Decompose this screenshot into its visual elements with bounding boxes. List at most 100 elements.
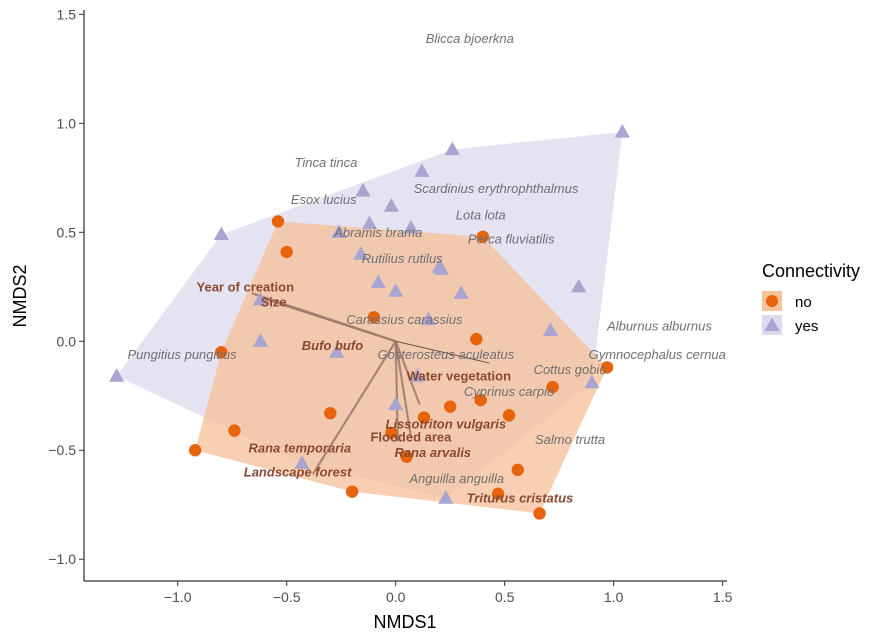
point-yes [361, 215, 378, 230]
vector-label: Lissotriton vulgaris [386, 417, 507, 432]
species-label: Cyprinus carpio [464, 384, 554, 399]
point-yes [109, 368, 125, 382]
species-label: Scardinius erythrophthalmus [414, 181, 579, 196]
species-label: Alburnus alburnus [606, 319, 712, 334]
y-tick-label: 0.5 [57, 224, 77, 240]
point-no [324, 406, 337, 420]
species-label: Anguilla anguilla [408, 471, 504, 486]
point-yes [252, 291, 269, 306]
point-no [470, 332, 483, 346]
point-yes [542, 322, 559, 336]
point-layer [109, 124, 630, 520]
species-label: Cottus gobio [534, 362, 607, 377]
species-label: Tinca tinca [295, 155, 358, 170]
point-yes [329, 344, 345, 358]
x-tick-label: 0.5 [495, 589, 515, 605]
y-tick-label: 1.0 [57, 115, 77, 131]
y-ticks: −1.0 −0.5 0.0 0.5 1.0 1.5 [48, 6, 84, 567]
vector-arrow [394, 341, 413, 438]
vector-arrow [394, 341, 399, 442]
point-no [511, 463, 524, 477]
vector-label: Landscape forest [244, 465, 352, 480]
point-no [443, 400, 457, 413]
vector-label: Size [261, 295, 287, 310]
point-yes [438, 490, 454, 504]
point-no [600, 361, 614, 374]
point-yes [444, 141, 460, 156]
axes-layer [83, 10, 727, 582]
y-tick-label: 0.0 [57, 333, 77, 349]
x-tick-label: −1.0 [164, 589, 192, 605]
y-tick-label: −0.5 [48, 442, 76, 458]
legend: Connectivity no yes [762, 261, 860, 335]
point-no [228, 424, 241, 437]
species-label: Abramis brama [333, 225, 422, 240]
vector-arrow [311, 340, 397, 475]
species-label: Lota lota [456, 207, 506, 222]
legend-label-no: no [795, 294, 812, 311]
point-yes [388, 283, 404, 297]
vector-layer [251, 292, 490, 475]
point-yes [388, 396, 404, 411]
species-label: Esox lucius [291, 192, 357, 207]
vector-arrow [395, 340, 490, 364]
point-no [546, 380, 559, 394]
point-no [215, 345, 228, 359]
hull-no [195, 221, 608, 514]
point-no [502, 409, 516, 422]
point-yes [353, 246, 369, 260]
point-yes [370, 274, 386, 289]
point-yes [403, 219, 419, 234]
point-yes [414, 163, 430, 177]
point-yes [571, 278, 587, 293]
point-yes [584, 374, 600, 389]
species-label: Carassius carassius [346, 312, 463, 327]
point-yes [383, 198, 399, 212]
vector-label: Rana temporaria [248, 441, 351, 456]
vector-arrow [260, 296, 397, 343]
point-no [476, 230, 490, 243]
point-yes [294, 455, 310, 469]
species-label: Rutilius rutilus [362, 251, 443, 266]
x-axis-title: NMDS1 [373, 612, 436, 632]
point-no [271, 215, 285, 228]
legend-title: Connectivity [762, 261, 860, 281]
point-yes [409, 368, 426, 382]
x-ticks: −1.0 −0.5 0.0 0.5 1.0 1.5 [164, 581, 733, 605]
point-yes [453, 285, 469, 299]
vector-label: Water vegetation [407, 369, 511, 384]
point-no [474, 393, 487, 407]
point-no [533, 507, 546, 520]
species-label: Salmo trutta [535, 432, 605, 447]
vector-label: Flooded area [370, 430, 452, 445]
point-yes [355, 182, 371, 197]
species-label-layer: Blicca bjoerkna Tinca tinca Scardinius ery… [128, 31, 726, 486]
legend-key-no-marker [766, 295, 778, 307]
species-label: Blicca bjoerkna [426, 31, 514, 46]
x-tick-label: −0.5 [273, 589, 301, 605]
legend-label-yes: yes [795, 318, 818, 335]
species-label: Perca fluviatilis [468, 231, 555, 246]
point-yes [433, 261, 450, 275]
species-label: Pungitius pungitius [128, 347, 238, 362]
point-no [385, 426, 398, 440]
x-tick-label: 0.0 [386, 589, 406, 605]
vector-label: Bufo bufo [302, 338, 363, 353]
point-no [400, 450, 413, 463]
vector-arrow [394, 340, 421, 405]
vector-label: Triturus cristatus [467, 491, 574, 506]
point-no [367, 311, 381, 324]
point-yes [614, 124, 630, 138]
x-tick-label: 1.5 [713, 589, 733, 605]
point-no [417, 411, 431, 424]
point-yes [420, 311, 436, 326]
species-label: Gymnocephalus cernua [589, 347, 726, 362]
y-tick-label: 1.5 [57, 6, 77, 22]
point-yes [331, 224, 347, 238]
species-label: Gosterosteus aculeatus [378, 347, 515, 362]
point-yes [252, 333, 269, 347]
x-tick-label: 1.0 [604, 589, 624, 605]
point-no [188, 444, 202, 457]
